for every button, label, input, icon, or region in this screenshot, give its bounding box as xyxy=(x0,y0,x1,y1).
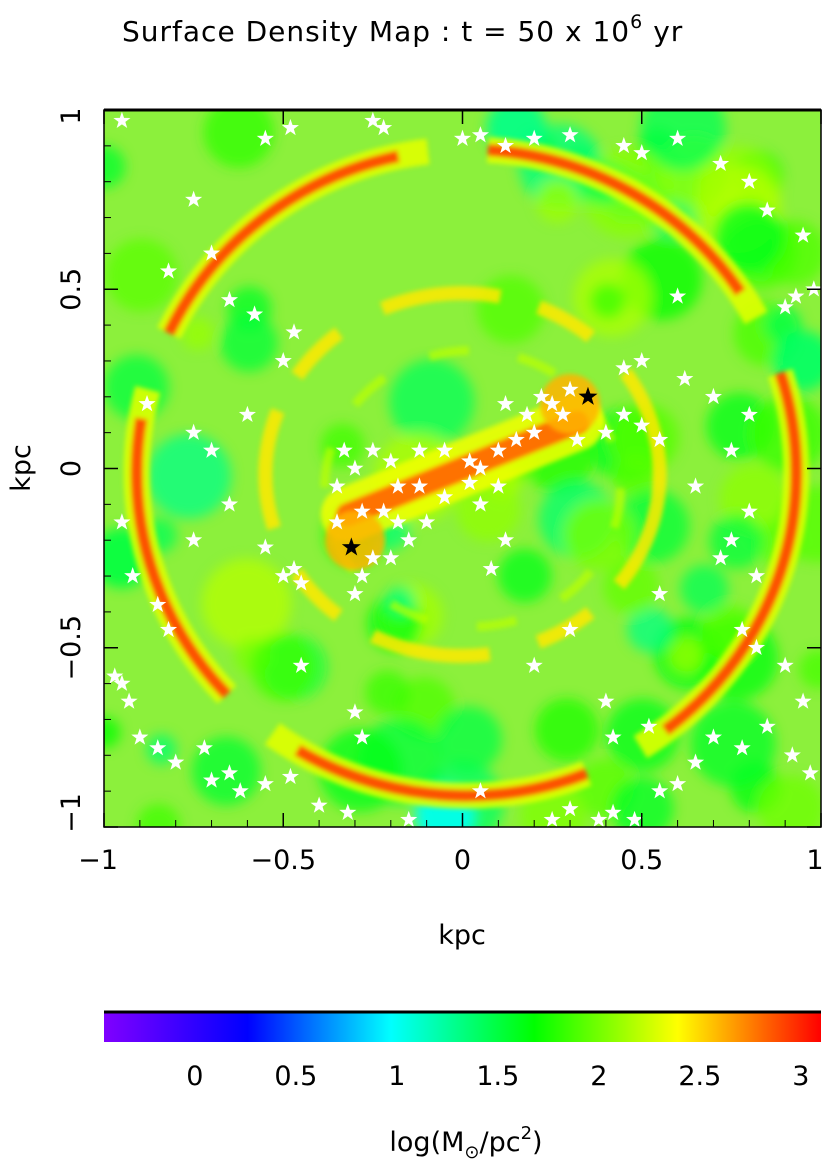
density-blob xyxy=(589,282,626,319)
colorbar-tick-label: 1.5 xyxy=(476,1061,519,1092)
x-tick-label: 0.5 xyxy=(620,845,663,876)
density-blob xyxy=(136,803,181,827)
density-blob xyxy=(670,638,704,672)
colorbar-label-suffix: ) xyxy=(532,1127,543,1158)
bar-end-blob xyxy=(540,373,601,434)
y-tick-label: 1 xyxy=(56,107,87,124)
density-blob xyxy=(498,548,552,603)
density-blob xyxy=(201,558,292,649)
density-blob xyxy=(536,180,579,223)
y-tick-label: 0 xyxy=(56,460,87,477)
density-blob xyxy=(146,734,177,765)
density-blob xyxy=(250,633,318,701)
density-blob xyxy=(798,649,821,689)
density-heatmap xyxy=(104,110,821,827)
x-axis-ticks: −1 −0.5 0 0.5 1 xyxy=(78,110,824,876)
density-blob xyxy=(758,775,821,827)
y-axis-ticks: −1 −0.5 0 0.5 1 xyxy=(56,107,821,833)
x-tick-label: 1 xyxy=(806,845,823,876)
colorbar-tick-label: 0 xyxy=(186,1061,203,1092)
density-blob xyxy=(613,453,658,499)
density-blob xyxy=(435,706,502,773)
density-blob xyxy=(104,145,126,189)
colorbar-bar xyxy=(104,1012,821,1042)
colorbar-label-prefix: log(M xyxy=(389,1127,464,1158)
colorbar-label-sub: ⊙ xyxy=(464,1142,479,1163)
y-axis-label: kpc xyxy=(6,444,37,492)
colorbar-label-sup: 2 xyxy=(521,1123,532,1144)
density-blob xyxy=(105,238,178,312)
colorbar: 0 0.5 1 1.5 2 2.5 3 log(M⊙/pc2) xyxy=(104,1010,821,1163)
colorbar-label: log(M⊙/pc2) xyxy=(389,1123,542,1163)
colorbar-tick-label: 2.5 xyxy=(678,1061,721,1092)
colorbar-tick-label: 1 xyxy=(388,1061,405,1092)
x-tick-label: −1 xyxy=(78,845,118,876)
density-blob xyxy=(709,514,764,569)
colorbar-ticks: 0 0.5 1 1.5 2 2.5 3 xyxy=(186,1061,809,1092)
density-blob xyxy=(203,110,275,168)
density-blob xyxy=(104,716,121,749)
colorbar-label-mid: /pc xyxy=(480,1127,521,1158)
density-blob xyxy=(627,607,673,652)
density-blob xyxy=(220,314,278,372)
outer-ring xyxy=(123,136,810,809)
colorbar-tick-label: 0.5 xyxy=(274,1061,317,1092)
density-blob xyxy=(365,670,410,715)
chart-title-main: Surface Density Map : t = 50 x 10 xyxy=(122,15,630,48)
colorbar-tick-label: 2 xyxy=(590,1061,607,1092)
colorbar-tick-label: 3 xyxy=(792,1061,809,1092)
x-tick-label: −0.5 xyxy=(250,845,316,876)
density-blob xyxy=(640,110,726,172)
y-tick-label: 0.5 xyxy=(56,268,87,311)
chart-title-exponent: 6 xyxy=(630,11,643,33)
y-tick-label: −0.5 xyxy=(56,615,87,681)
density-blob xyxy=(564,500,635,571)
density-blob xyxy=(603,559,659,615)
density-blob xyxy=(611,777,674,827)
chart-title: Surface Density Map : t = 50 x 106 yr xyxy=(122,11,683,48)
x-axis-label: kpc xyxy=(438,920,486,951)
density-blob xyxy=(680,564,729,613)
density-blob xyxy=(389,359,475,445)
y-tick-label: −1 xyxy=(56,793,87,833)
density-blob xyxy=(476,275,545,344)
density-blob xyxy=(690,701,776,787)
density-blob xyxy=(534,698,599,762)
density-blob xyxy=(181,317,214,350)
inner-ring xyxy=(258,286,667,663)
density-blob xyxy=(146,433,232,519)
x-tick-label: 0 xyxy=(454,845,471,876)
density-blob xyxy=(712,202,784,274)
chart-title-unit: yr xyxy=(653,15,683,48)
